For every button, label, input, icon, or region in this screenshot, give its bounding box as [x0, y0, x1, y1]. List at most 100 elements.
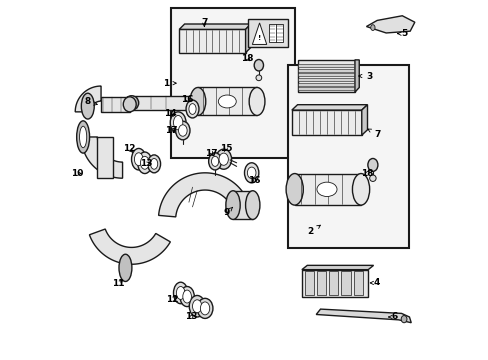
Text: 4: 4 — [369, 278, 380, 287]
Ellipse shape — [190, 87, 205, 116]
Bar — [198, 87, 257, 116]
Ellipse shape — [285, 174, 303, 205]
Text: 13: 13 — [185, 312, 197, 321]
Text: 12: 12 — [122, 144, 135, 153]
Ellipse shape — [219, 153, 228, 165]
Bar — [179, 30, 245, 53]
Text: 6: 6 — [388, 312, 397, 321]
Ellipse shape — [247, 167, 255, 179]
Bar — [291, 110, 361, 135]
Text: 13: 13 — [140, 159, 152, 168]
Polygon shape — [354, 60, 359, 92]
Text: 9: 9 — [223, 207, 232, 217]
Text: 17: 17 — [165, 126, 178, 135]
Text: 11: 11 — [112, 279, 124, 288]
Text: 8: 8 — [84, 97, 97, 106]
Ellipse shape — [185, 100, 199, 118]
Ellipse shape — [124, 96, 139, 110]
Bar — [298, 83, 353, 86]
Bar — [171, 8, 294, 158]
Bar — [298, 87, 353, 90]
Ellipse shape — [147, 155, 160, 173]
Bar — [131, 96, 198, 110]
Text: 17: 17 — [205, 149, 217, 158]
Bar — [353, 271, 362, 295]
Bar — [301, 270, 367, 297]
Ellipse shape — [367, 158, 377, 171]
Text: 14: 14 — [163, 109, 176, 118]
Ellipse shape — [352, 174, 369, 205]
Polygon shape — [366, 16, 414, 33]
Ellipse shape — [131, 148, 145, 170]
Bar — [233, 191, 252, 220]
Bar — [298, 64, 353, 67]
Text: 18: 18 — [360, 169, 373, 178]
Ellipse shape — [200, 302, 209, 315]
Ellipse shape — [211, 156, 218, 166]
Ellipse shape — [225, 191, 240, 220]
Polygon shape — [245, 24, 250, 53]
Text: 3: 3 — [358, 72, 372, 81]
Ellipse shape — [81, 93, 94, 119]
Text: 5: 5 — [397, 29, 407, 38]
Ellipse shape — [249, 87, 264, 116]
Ellipse shape — [180, 287, 194, 307]
Ellipse shape — [188, 104, 196, 114]
Bar — [341, 271, 350, 295]
Bar — [298, 69, 353, 72]
Ellipse shape — [134, 153, 142, 166]
Ellipse shape — [316, 182, 336, 197]
Bar — [304, 271, 313, 295]
Ellipse shape — [123, 97, 136, 112]
Ellipse shape — [245, 191, 260, 220]
Text: 12: 12 — [166, 294, 179, 303]
Ellipse shape — [170, 112, 185, 134]
Ellipse shape — [178, 125, 187, 136]
Ellipse shape — [176, 287, 184, 300]
Ellipse shape — [173, 116, 183, 130]
Bar — [328, 271, 338, 295]
Ellipse shape — [173, 282, 187, 304]
Ellipse shape — [255, 75, 261, 81]
Text: 2: 2 — [307, 225, 320, 237]
Polygon shape — [89, 229, 170, 264]
Text: 15: 15 — [219, 144, 232, 153]
Polygon shape — [361, 105, 367, 135]
Bar — [287, 65, 408, 248]
Ellipse shape — [77, 121, 89, 153]
Ellipse shape — [215, 149, 231, 169]
Bar — [298, 73, 353, 76]
Text: 16: 16 — [181, 95, 193, 104]
Ellipse shape — [183, 290, 191, 303]
Bar — [268, 24, 283, 42]
Polygon shape — [291, 105, 367, 110]
Ellipse shape — [119, 254, 132, 282]
Ellipse shape — [192, 300, 202, 313]
Bar — [316, 271, 325, 295]
Ellipse shape — [140, 156, 149, 169]
Polygon shape — [316, 309, 410, 323]
Bar — [97, 137, 112, 178]
Ellipse shape — [400, 316, 406, 323]
Polygon shape — [81, 137, 122, 178]
Polygon shape — [158, 173, 245, 217]
Polygon shape — [75, 86, 101, 112]
Ellipse shape — [197, 298, 212, 319]
Text: 10: 10 — [71, 169, 83, 178]
Ellipse shape — [244, 163, 258, 183]
Ellipse shape — [369, 175, 375, 181]
Ellipse shape — [80, 126, 86, 148]
Ellipse shape — [370, 25, 374, 31]
Text: 7: 7 — [367, 129, 380, 139]
Bar — [101, 97, 129, 112]
Text: 7: 7 — [201, 18, 207, 27]
Text: 16: 16 — [248, 176, 260, 185]
Ellipse shape — [137, 152, 152, 174]
Ellipse shape — [218, 95, 236, 108]
Polygon shape — [301, 265, 373, 270]
Text: 1: 1 — [163, 79, 176, 88]
Ellipse shape — [189, 296, 204, 317]
Polygon shape — [179, 24, 250, 30]
Ellipse shape — [254, 59, 263, 71]
Ellipse shape — [208, 153, 221, 170]
